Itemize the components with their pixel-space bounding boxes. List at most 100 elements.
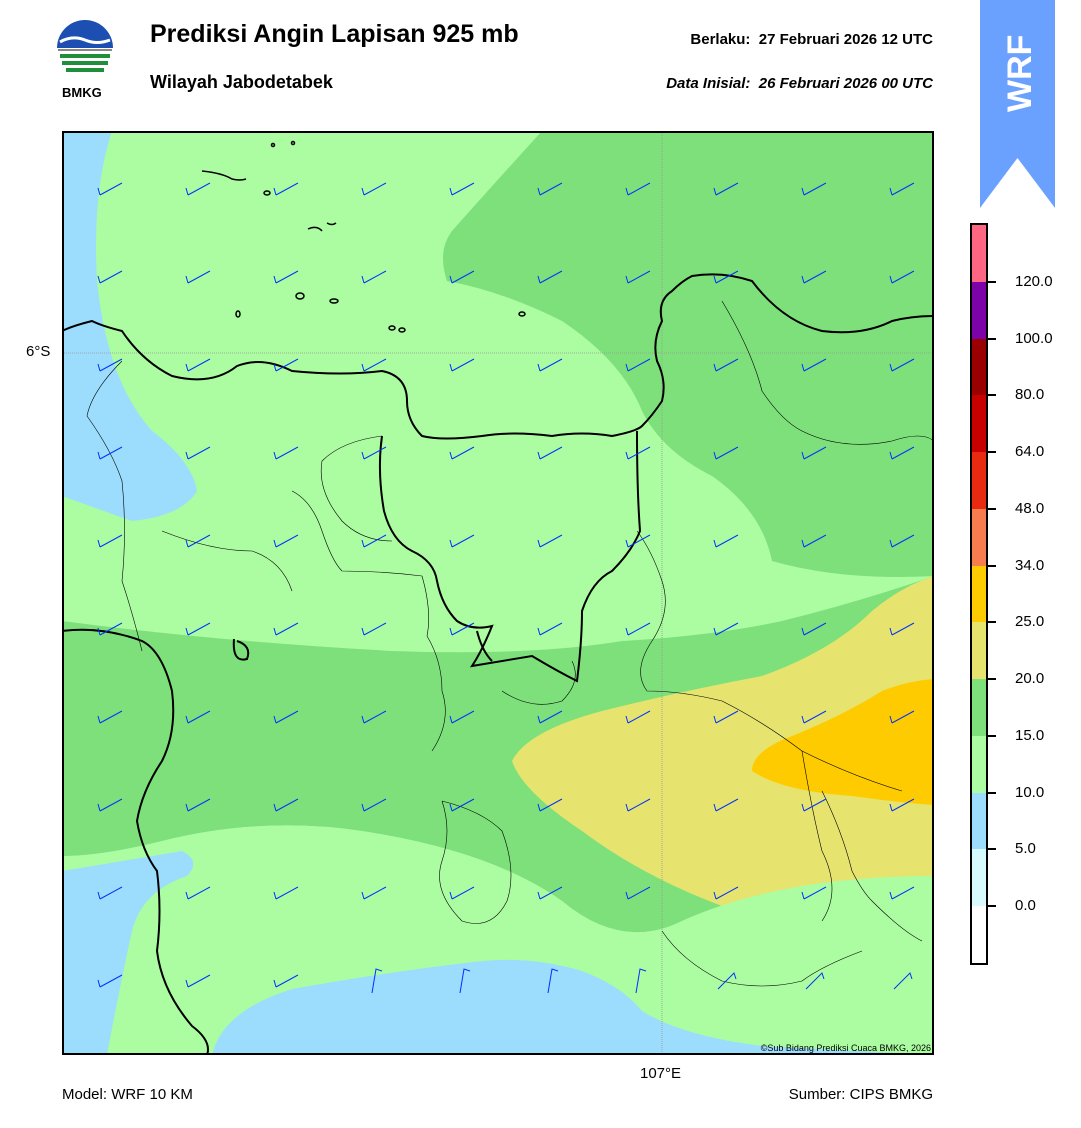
- wind-barb: [537, 886, 563, 900]
- colorbar-tick-label: 120.0: [1015, 272, 1053, 290]
- bmkg-logo-icon: [52, 20, 118, 84]
- wind-barb: [185, 886, 211, 900]
- wrf-banner: WRF: [980, 0, 1055, 208]
- wind-barb: [97, 798, 123, 812]
- wind-barb: [537, 798, 563, 812]
- wind-barb: [889, 798, 915, 812]
- wind-zone-10-15: [64, 825, 932, 1053]
- wind-barb: [361, 710, 387, 724]
- wind-barb: [273, 270, 299, 284]
- colorbar-tick: [988, 678, 996, 681]
- wind-barb: [889, 886, 915, 900]
- wind-barb: [449, 622, 475, 636]
- wind-barb: [801, 270, 827, 284]
- init-time: Data Inisial: 26 Februari 2026 00 UTC: [666, 75, 933, 92]
- wind-barb: [449, 798, 475, 812]
- wind-barb: [889, 534, 915, 548]
- wind-zone-5-10: [64, 851, 194, 1053]
- colorbar-tick: [988, 507, 996, 510]
- wind-barb: [801, 622, 827, 636]
- wind-map: [62, 131, 934, 1055]
- wind-barb: [185, 182, 211, 196]
- wind-barb: [185, 710, 211, 724]
- colorbar-segment: [972, 906, 986, 963]
- wind-barb: [273, 710, 299, 724]
- wind-barb: [713, 710, 739, 724]
- wind-barb: [361, 446, 387, 460]
- wind-barb: [97, 270, 123, 284]
- colorbar-segment: [972, 735, 986, 794]
- colorbar-tick-label: 20.0: [1015, 670, 1045, 688]
- colorbar-tick-label: 100.0: [1015, 329, 1053, 347]
- colorbar-tick-label: 0.0: [1015, 897, 1036, 915]
- wind-barb: [97, 886, 123, 900]
- wind-barb: [371, 968, 383, 994]
- source-label: Sumber: CIPS BMKG: [788, 1086, 933, 1103]
- wind-barb: [713, 358, 739, 372]
- wind-barb: [273, 798, 299, 812]
- copyright: ©Sub Bidang Prediksi Cuaca BMKG, 2026: [760, 1043, 931, 1053]
- wind-barb: [801, 798, 827, 812]
- wind-barb: [449, 182, 475, 196]
- colorbar-tick-label: 10.0: [1015, 783, 1045, 801]
- wind-barb: [185, 798, 211, 812]
- wind-barb: [273, 622, 299, 636]
- wind-barb: [273, 446, 299, 460]
- wind-barb: [537, 534, 563, 548]
- colorbar-segment: [972, 679, 986, 737]
- wind-barb: [273, 182, 299, 196]
- islands: [201, 140, 526, 333]
- wind-barb: [273, 974, 299, 988]
- colorbar-tick: [988, 280, 996, 283]
- wind-zone-5-10: [212, 959, 896, 1053]
- wind-barb: [449, 358, 475, 372]
- colorbar-tick: [988, 905, 996, 908]
- wind-barb: [185, 534, 211, 548]
- lat-label: 6°S: [26, 343, 51, 360]
- colorbar-segment: [972, 395, 986, 453]
- colorbar-segment: [972, 281, 986, 340]
- wind-barb: [801, 710, 827, 724]
- wind-barb: [713, 446, 739, 460]
- colorbar-segment: [972, 792, 986, 850]
- region-subtitle: Wilayah Jabodetabek: [150, 72, 333, 92]
- lon-label: 107°E: [640, 1065, 682, 1082]
- wind-barb: [449, 710, 475, 724]
- colorbar-tick: [988, 337, 996, 340]
- wind-barb: [625, 710, 651, 724]
- colorbar-tick: [988, 734, 996, 737]
- wind-barb: [547, 968, 559, 994]
- wind-barb: [273, 534, 299, 548]
- wind-zone-20-25: [512, 576, 932, 907]
- colorbar-tick-label: 15.0: [1015, 726, 1045, 744]
- wind-barb: [801, 534, 827, 548]
- wind-barb: [713, 886, 739, 900]
- wind-barb: [537, 270, 563, 284]
- wind-barb: [185, 270, 211, 284]
- wind-barb: [273, 886, 299, 900]
- colorbar-segment: [972, 849, 986, 907]
- wind-barb: [625, 534, 651, 548]
- wind-barb: [625, 446, 651, 460]
- wind-barb: [361, 534, 387, 548]
- wind-barb: [713, 534, 739, 548]
- colorbar-tick-label: 25.0: [1015, 613, 1045, 631]
- wind-barb: [97, 182, 123, 196]
- wind-barb: [717, 972, 737, 990]
- wind-barb: [185, 622, 211, 636]
- wind-barb: [449, 886, 475, 900]
- wind-barb: [625, 358, 651, 372]
- wind-barb: [713, 270, 739, 284]
- colorbar-tick-label: 34.0: [1015, 556, 1045, 574]
- colorbar-tick: [988, 848, 996, 851]
- wind-barb: [185, 358, 211, 372]
- wind-barb: [459, 968, 471, 994]
- wind-barb: [625, 886, 651, 900]
- wind-barb: [625, 182, 651, 196]
- colorbar-tick: [988, 621, 996, 624]
- wind-barb: [801, 358, 827, 372]
- wind-barb: [713, 182, 739, 196]
- wind-barb: [801, 182, 827, 196]
- wind-barb: [635, 968, 647, 994]
- wind-barb: [361, 886, 387, 900]
